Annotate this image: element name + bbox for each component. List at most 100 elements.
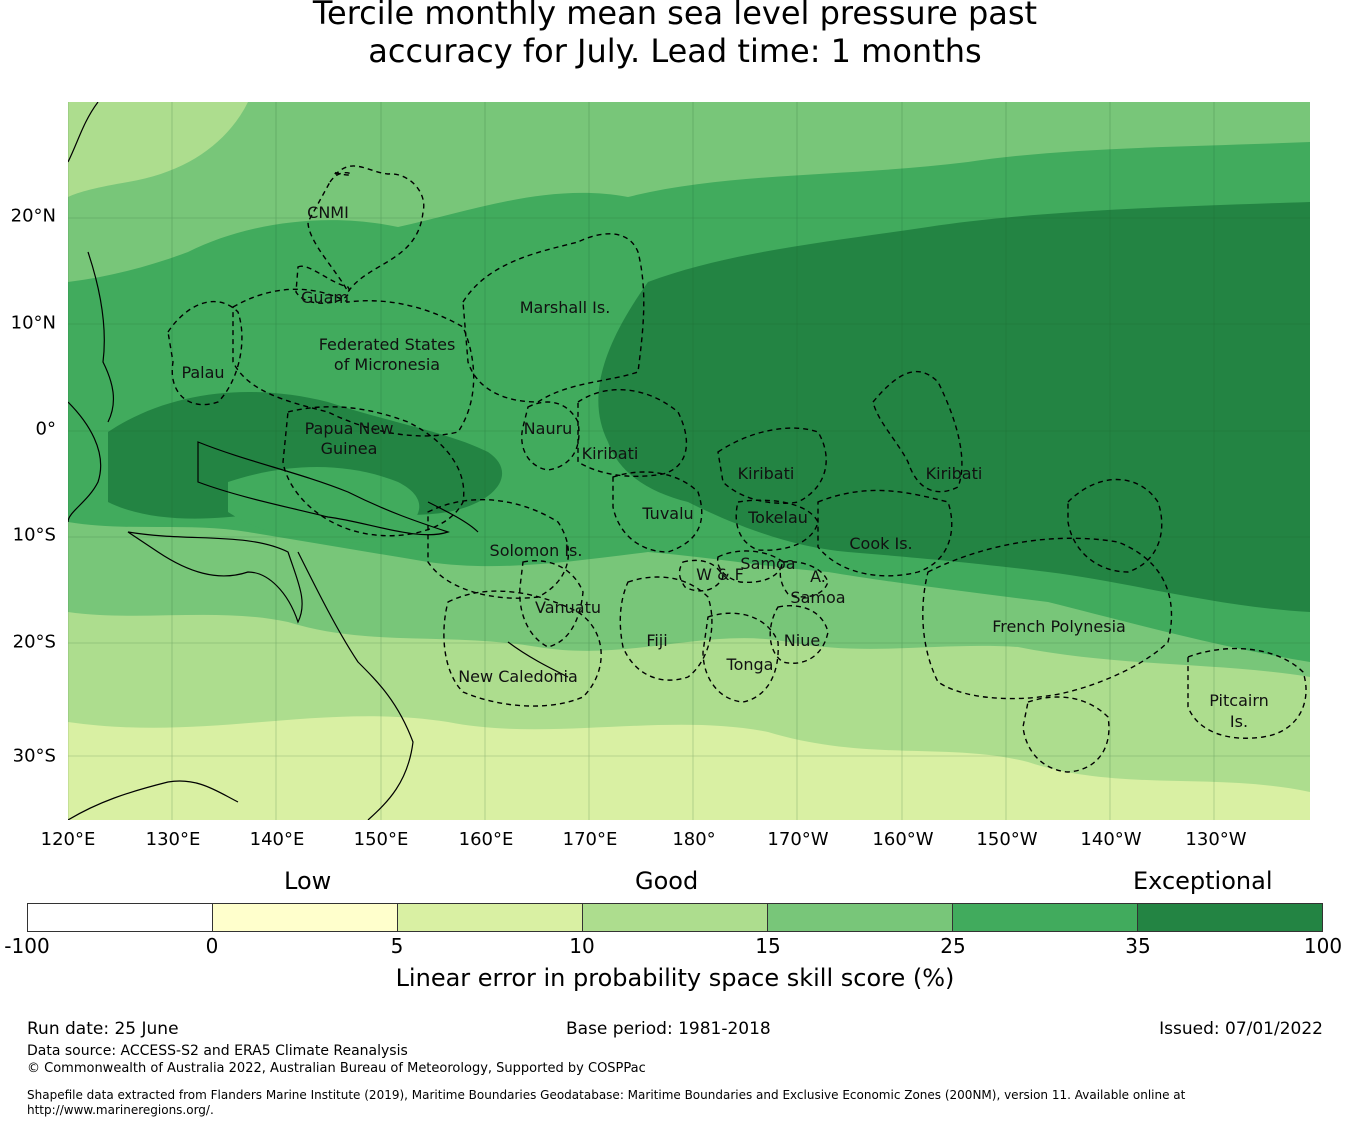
label-new-caledonia: New Caledonia — [458, 667, 578, 686]
lat-label-10n: 10°N — [10, 312, 56, 334]
coast-australia-east — [297, 551, 414, 820]
label-png-1: Papua New — [305, 419, 394, 438]
label-cook: Cook Is. — [849, 534, 912, 553]
label-solomon: Solomon Is. — [490, 541, 583, 560]
lon-label-170e: 170°E — [562, 829, 618, 850]
label-tokelau: Tokelau — [747, 508, 808, 527]
label-cnmi: CNMI — [307, 203, 349, 222]
skill-score-map: CNMI Guam Marshall Is. Federated States … — [68, 102, 1310, 820]
label-guam: Guam — [301, 288, 349, 307]
colorbar-segment-35-100 — [1138, 904, 1322, 931]
eez-cook — [817, 489, 953, 577]
eez-boundaries — [167, 165, 1307, 773]
colorbar-segment-0-5 — [213, 904, 398, 931]
coast-solomon — [427, 501, 479, 533]
eez-tokelau — [735, 499, 819, 551]
copyright: © Commonwealth of Australia 2022, Austra… — [27, 1061, 646, 1076]
colorbar-tick-10: 10 — [569, 934, 595, 958]
shapefile-note-1: Shapefile data extracted from Flanders M… — [27, 1088, 1186, 1102]
eez-marshall — [462, 233, 645, 403]
label-marshall: Marshall Is. — [520, 298, 611, 317]
chart-title: Tercile monthly mean sea level pressure … — [0, 0, 1350, 70]
label-wallis-futuna: W & F — [696, 565, 744, 584]
colorbar-segment-25-35 — [953, 904, 1138, 931]
eez-niue — [769, 605, 829, 664]
label-fsm-1: Federated States — [319, 335, 456, 354]
eez-kiribati-gilbert — [577, 389, 688, 478]
eez-fiji — [619, 576, 713, 681]
label-pitcairn-2: Is. — [1230, 712, 1248, 731]
shapefile-note-2: http://www.marineregions.org/. — [27, 1103, 214, 1117]
field-patch-west — [228, 467, 420, 543]
colorbar-segment-neg100-0 — [28, 904, 213, 931]
base-period: Base period: 1981-2018 — [566, 1019, 771, 1039]
region-labels: CNMI Guam Marshall Is. Federated States … — [181, 203, 1268, 731]
eez-fsm — [232, 288, 475, 437]
colorbar-label: Linear error in probability space skill … — [395, 964, 955, 992]
label-nauru: Nauru — [524, 419, 573, 438]
label-vanuatu: Vanuatu — [535, 598, 601, 617]
run-date: Run date: 25 June — [27, 1019, 179, 1039]
label-tuvalu: Tuvalu — [641, 504, 693, 523]
lat-label-20n: 20°N — [10, 205, 56, 227]
colorbar — [27, 903, 1323, 932]
colorbar-tick-25: 25 — [940, 934, 966, 958]
eez-vanuatu — [519, 560, 584, 648]
colorbar-category-good: Good — [635, 867, 699, 895]
coast-philippines — [87, 251, 114, 423]
eez-kiribati-line — [872, 371, 963, 493]
lat-label-0: 0° — [35, 418, 56, 440]
lon-label-150w: 150°W — [976, 829, 1038, 850]
colorbar-segment-10-15 — [583, 904, 768, 931]
lat-label-20s: 20°S — [12, 631, 56, 653]
issued-date: Issued: 07/01/2022 — [1159, 1019, 1323, 1039]
eez-kiribati-phoenix — [717, 427, 827, 504]
colorbar-tick-neg100: -100 — [4, 934, 50, 958]
colorbar-segment-15-25 — [768, 904, 953, 931]
title-line-2: accuracy for July. Lead time: 1 months — [368, 32, 982, 70]
eez-png — [282, 406, 465, 537]
lon-label-130e: 130°E — [145, 829, 201, 850]
label-am-samoa-2: Samoa — [790, 588, 845, 607]
lon-label-150e: 150°E — [353, 829, 409, 850]
eez-tuvalu — [612, 471, 703, 553]
coast-new-guinea — [197, 441, 450, 536]
field-patch-northwest — [68, 102, 248, 197]
eez-palau — [167, 301, 243, 406]
lat-label-30s: 30°S — [12, 745, 56, 767]
coast-new-caledonia — [507, 641, 569, 678]
label-fiji: Fiji — [646, 631, 667, 650]
eez-french-polynesia — [922, 537, 1173, 700]
label-samoa: Samoa — [740, 554, 795, 573]
eez-fp-east — [1067, 478, 1163, 573]
eez-guam — [295, 265, 350, 304]
data-source: Data source: ACCESS-S2 and ERA5 Climate … — [27, 1043, 408, 1059]
lon-label-160e: 160°E — [458, 829, 514, 850]
label-tonga: Tonga — [726, 655, 774, 674]
colorbar-tick-0: 0 — [205, 934, 219, 958]
lat-label-10s: 10°S — [12, 524, 56, 546]
eez-solomon — [427, 498, 570, 599]
lon-label-160w: 160°W — [872, 829, 934, 850]
lon-label-130w: 130°W — [1185, 829, 1247, 850]
label-niue: Niue — [784, 631, 820, 650]
colorbar-category-exceptional: Exceptional — [1133, 867, 1273, 895]
colorbar-tick-15: 15 — [755, 934, 781, 958]
label-png-2: Guinea — [321, 439, 378, 458]
label-palau: Palau — [181, 363, 224, 382]
label-kiribati-line: Kiribati — [926, 464, 983, 483]
label-fsm-2: of Micronesia — [334, 355, 440, 374]
coast-borneo-sulawesi — [68, 401, 102, 523]
title-line-1: Tercile monthly mean sea level pressure … — [312, 0, 1038, 32]
coastlines — [68, 102, 569, 820]
eez-pitcairn-ducie — [1022, 696, 1110, 773]
gridlines — [68, 102, 1310, 820]
coast-australia-south — [68, 780, 239, 820]
colorbar-tick-35: 35 — [1125, 934, 1151, 958]
field-band-35-100 — [598, 202, 1310, 612]
label-kiribati-gilbert: Kiribati — [582, 444, 639, 463]
label-pitcairn-1: Pitcairn — [1209, 691, 1269, 710]
label-french-polynesia: French Polynesia — [992, 617, 1126, 636]
colorbar-segment-5-10 — [398, 904, 583, 931]
colorbar-category-low: Low — [284, 867, 332, 895]
